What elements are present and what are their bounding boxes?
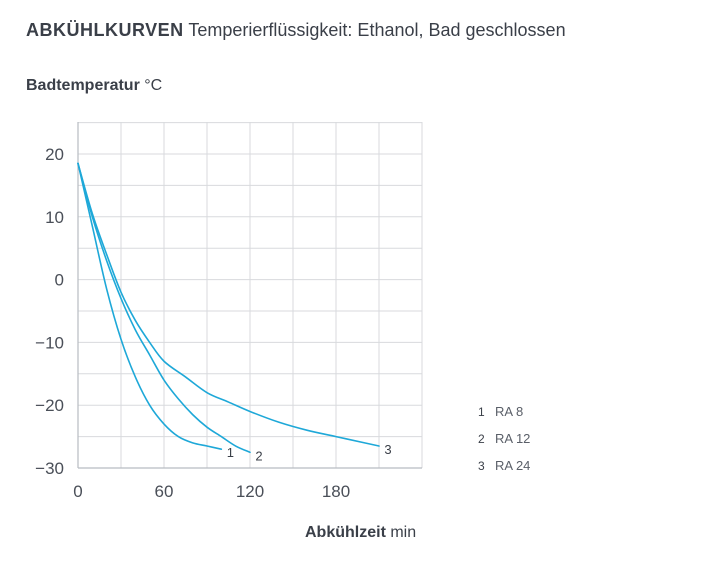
chart-subtitle: Temperierflüssigkeit: Ethanol, Bad gesch… bbox=[188, 20, 566, 40]
series-line-3 bbox=[77, 162, 380, 447]
x-axis-unit: min bbox=[390, 524, 417, 541]
legend-label: RA 24 bbox=[495, 458, 530, 473]
y-tick-label: 0 bbox=[55, 271, 64, 290]
y-tick-label: −30 bbox=[35, 459, 64, 478]
axes bbox=[77, 122, 422, 469]
y-tick-label: 20 bbox=[45, 145, 64, 164]
x-tick-label: 180 bbox=[322, 482, 350, 501]
legend: 1 RA 8 2 RA 12 3 RA 24 bbox=[478, 404, 530, 473]
grid bbox=[78, 122, 423, 468]
curve-end-label-2: 2 bbox=[255, 448, 262, 463]
x-tick-label: 0 bbox=[73, 482, 82, 501]
curve-labels: 1 2 3 bbox=[227, 442, 392, 463]
y-tick-label: −20 bbox=[35, 396, 64, 415]
tick-labels: 20 10 0 −10 −20 −30 0 60 120 180 bbox=[35, 145, 350, 501]
legend-label: RA 12 bbox=[495, 431, 530, 446]
legend-number: 1 bbox=[478, 405, 485, 419]
x-tick-label: 60 bbox=[155, 482, 174, 501]
series bbox=[77, 162, 380, 454]
series-line-1 bbox=[77, 162, 223, 450]
legend-number: 3 bbox=[478, 459, 485, 473]
y-tick-label: −10 bbox=[35, 333, 64, 352]
chart-title: ABKÜHLKURVEN Temperierflüssigkeit: Ethan… bbox=[26, 20, 566, 41]
series-line-2 bbox=[77, 162, 251, 454]
x-axis-label: Abkühlzeit min bbox=[305, 524, 416, 542]
y-axis-label-text: Badtemperatur bbox=[26, 77, 140, 94]
chart-title-strong: ABKÜHLKURVEN bbox=[26, 20, 184, 40]
legend-label: RA 8 bbox=[495, 404, 523, 419]
y-axis-unit: °C bbox=[144, 77, 163, 94]
curve-end-label-3: 3 bbox=[384, 442, 391, 457]
y-tick-label: 10 bbox=[45, 208, 64, 227]
x-tick-label: 120 bbox=[236, 482, 264, 501]
y-axis-label: Badtemperatur °C bbox=[26, 77, 162, 95]
x-axis-label-text: Abkühlzeit bbox=[305, 524, 386, 541]
curve-end-label-1: 1 bbox=[227, 445, 234, 460]
legend-number: 2 bbox=[478, 432, 485, 446]
